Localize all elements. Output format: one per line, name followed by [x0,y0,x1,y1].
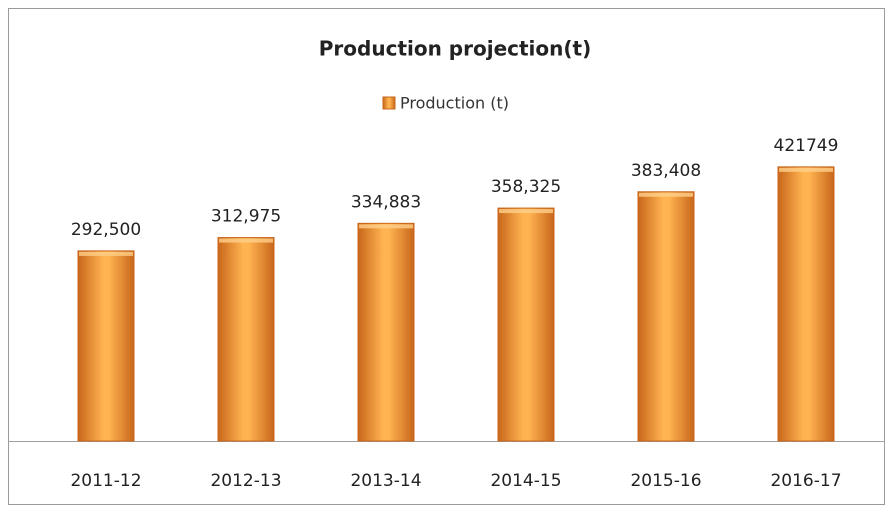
bar [637,191,695,442]
data-label: 383,408 [631,161,701,181]
bar-highlight [219,238,273,243]
data-label: 421749 [774,136,839,156]
bar-highlight [499,209,553,214]
chart-title: Production projection(t) [319,37,591,61]
bar-highlight [79,251,133,256]
data-label: 312,975 [211,207,281,227]
x-tick-label: 2016-17 [770,471,841,491]
x-tick-label: 2015-16 [630,471,701,491]
x-tick-label: 2013-14 [350,471,421,491]
data-label: 358,325 [491,177,561,197]
bar [217,237,275,442]
legend-label: Production (t) [400,94,509,113]
x-tick-label: 2012-13 [210,471,281,491]
bar [77,250,135,442]
data-label: 334,883 [351,192,421,212]
bar-highlight [359,224,413,229]
legend-swatch [382,96,396,110]
data-label: 292,500 [71,220,141,240]
bar [357,222,415,442]
bar [497,207,555,442]
x-tick-label: 2011-12 [70,471,141,491]
x-tick-label: 2014-15 [490,471,561,491]
bar-highlight [779,167,833,172]
bar [777,166,835,442]
bar-highlight [639,192,693,197]
chart-frame [8,8,885,505]
